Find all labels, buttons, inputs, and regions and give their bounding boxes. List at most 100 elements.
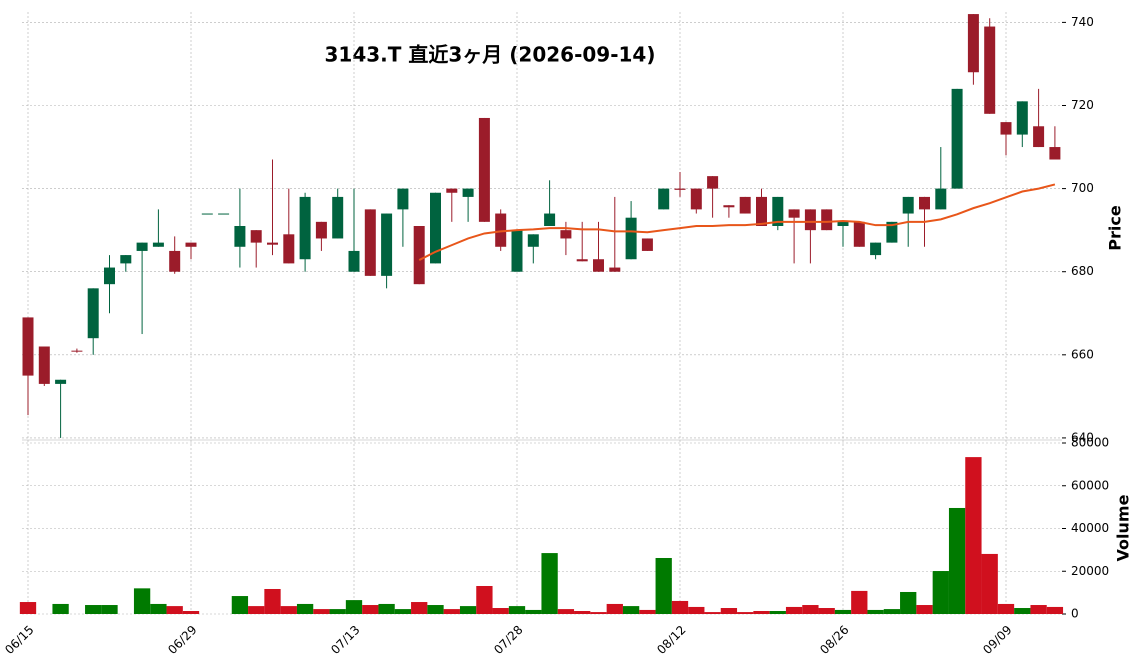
volume-bar — [85, 605, 102, 614]
candle-body — [478, 117, 490, 222]
candle-body — [609, 267, 621, 272]
volume-bar — [655, 557, 672, 614]
candle-body — [348, 250, 360, 272]
candle-body — [381, 213, 393, 276]
candle-body — [625, 217, 637, 260]
candle-body — [739, 196, 751, 214]
volume-bar — [443, 609, 460, 614]
volume-bar — [394, 609, 412, 614]
volume-bar — [720, 608, 738, 614]
candle-body — [919, 196, 930, 210]
volume-bar — [785, 606, 803, 614]
volume-bar — [1014, 608, 1031, 614]
y-tick-label: 60000 — [1071, 478, 1109, 492]
y-tick-label: 0 — [1071, 607, 1079, 621]
candle-body — [527, 234, 539, 247]
candle-body — [641, 238, 653, 251]
candle-body — [201, 213, 213, 215]
volume-bar — [296, 603, 314, 614]
candle-body — [22, 317, 34, 376]
volume-bar — [704, 612, 721, 614]
volume-bar — [834, 609, 852, 614]
candle-body — [756, 196, 767, 226]
y-tick-label: 640 — [1071, 430, 1094, 444]
volume-bar — [362, 605, 379, 614]
volume-bar — [1030, 605, 1047, 614]
volume-bar — [769, 611, 786, 614]
volume-bar — [378, 603, 395, 614]
x-tick-label: 07/13 — [328, 623, 362, 657]
volume-bar — [981, 553, 998, 614]
candle-body — [332, 196, 344, 239]
candle-body — [267, 242, 278, 245]
volume-bar — [280, 606, 297, 614]
volume-bar — [476, 585, 493, 614]
volume-bar — [19, 602, 37, 614]
y-tick-label: 720 — [1071, 98, 1094, 112]
volume-bar — [606, 603, 623, 614]
candle-body — [853, 221, 865, 247]
volume-bar — [345, 600, 363, 614]
candle-body — [658, 188, 670, 210]
candle-body — [71, 350, 83, 352]
candle-body — [511, 230, 523, 272]
candle-body — [723, 205, 735, 208]
volume-bar — [150, 603, 167, 614]
chart-title: 3143.T 直近3ヶ月 (2026-09-14) — [325, 43, 656, 67]
y-axis-label: Price — [1106, 205, 1125, 251]
y-tick-label: 40000 — [1071, 521, 1109, 535]
candle-body — [413, 226, 425, 285]
y-tick-label: 700 — [1071, 181, 1094, 195]
candle-body — [967, 14, 979, 73]
candle-body — [38, 346, 50, 384]
candle-body — [707, 176, 719, 189]
candle-body — [690, 188, 702, 210]
x-tick-label: 08/12 — [654, 623, 688, 657]
volume-bar — [182, 611, 200, 614]
volume-bar — [166, 606, 183, 614]
volume-bar — [688, 606, 705, 614]
candle-body — [462, 188, 474, 197]
volume-bar — [753, 611, 770, 614]
volume-bar — [883, 609, 901, 614]
volume-bar — [900, 591, 917, 614]
candle-body — [951, 88, 963, 189]
candle-body — [772, 196, 784, 226]
volume-bar — [1046, 606, 1064, 614]
candle-body — [886, 221, 898, 243]
candle-body — [218, 213, 230, 215]
candle-body — [185, 242, 197, 247]
volume-bar — [525, 609, 542, 614]
candle-body — [1000, 122, 1012, 135]
candle-body — [576, 259, 588, 262]
candle-body — [55, 379, 67, 384]
candle-body — [837, 221, 849, 226]
candle-body — [984, 26, 996, 114]
x-tick-label: 07/28 — [491, 623, 525, 657]
candle-body — [430, 192, 441, 264]
candle-body — [804, 209, 816, 231]
candle-body — [87, 288, 99, 339]
y-tick-label: 680 — [1071, 264, 1094, 278]
candle-body — [870, 242, 882, 256]
x-tick-label: 09/09 — [980, 623, 1014, 657]
candle-body — [136, 242, 148, 251]
volume-bar — [329, 609, 346, 614]
volume-bar — [231, 596, 249, 614]
volume-bar — [313, 609, 330, 614]
candle-body — [593, 259, 604, 272]
candle-body — [1049, 147, 1061, 160]
volume-bar — [541, 553, 558, 614]
candle-body — [104, 267, 115, 285]
volume-bar — [427, 605, 444, 614]
y-tick-label: 660 — [1071, 347, 1094, 361]
candle-body — [821, 209, 833, 231]
volume-bar — [52, 603, 69, 614]
candle-body — [120, 255, 132, 264]
candle-body — [560, 230, 572, 239]
volume-bar — [492, 608, 509, 614]
y-tick-label: 20000 — [1071, 564, 1109, 578]
moving-average-line — [418, 183, 1056, 261]
candle-body — [283, 234, 295, 264]
volume-bar — [133, 588, 151, 614]
